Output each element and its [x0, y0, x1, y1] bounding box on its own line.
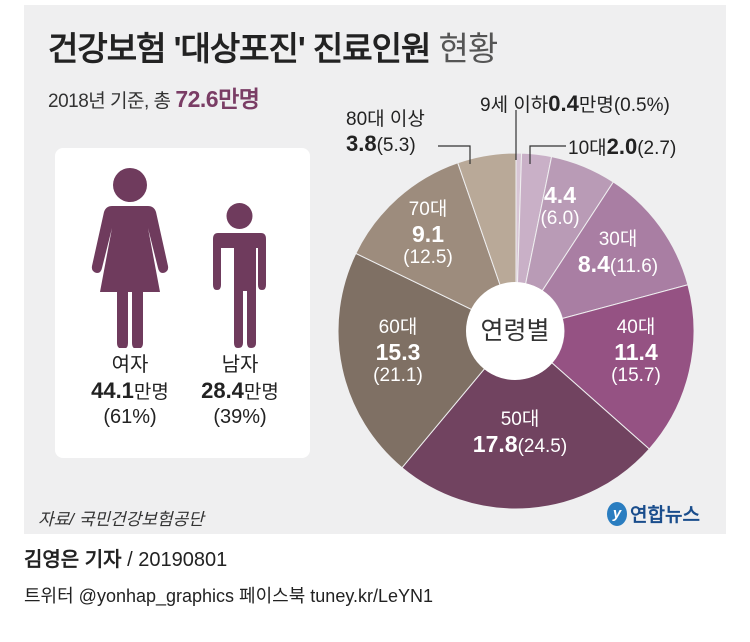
- label-60s: 60대 15.3 (21.1): [373, 317, 423, 386]
- male-stats: 남자 28.4만명 (39%): [201, 354, 279, 428]
- gender-card: 여자 44.1만명 (61%) 남자 28.4만명 (39%): [55, 148, 310, 458]
- yonhap-logo: y 연합뉴스: [607, 500, 700, 527]
- woman-icon: [91, 168, 169, 348]
- label-70s: 70대 9.1 (12.5): [403, 199, 453, 268]
- label-50s: 50대 17.8(24.5): [472, 409, 568, 457]
- man-icon: [213, 203, 266, 348]
- label-20s: 4.4 (6.0): [540, 182, 580, 229]
- total-value: 72.6: [175, 86, 219, 112]
- social-links: 트위터 @yonhap_graphics 페이스북 tuney.kr/LeYN1: [24, 586, 434, 606]
- label-30s: 30대 8.4(11.6): [577, 229, 659, 277]
- label-40s: 40대 11.4 (15.7): [611, 317, 661, 386]
- leader-80plus: [438, 145, 471, 164]
- page-title: 건강보험 '대상포진' 진료인원 현황: [48, 30, 498, 67]
- label-80plus: 80대 이상 3.8(5.3): [346, 109, 425, 156]
- donut-center-label: 연령별: [466, 282, 564, 380]
- label-under-9: 9세 이하0.4만명(0.5%): [480, 91, 670, 116]
- byline: 김영은 기자 / 20190801: [24, 549, 228, 571]
- female-stats: 여자 44.1만명 (61%): [91, 354, 169, 428]
- source-note: 자료/ 국민건강보험공단: [38, 510, 204, 529]
- leader-10s: [529, 145, 566, 164]
- yonhap-logo-mark: y: [607, 501, 627, 526]
- label-10s: 10대2.0(2.7): [568, 134, 677, 159]
- subtitle: 2018년 기준, 총 72.6만명: [48, 86, 260, 112]
